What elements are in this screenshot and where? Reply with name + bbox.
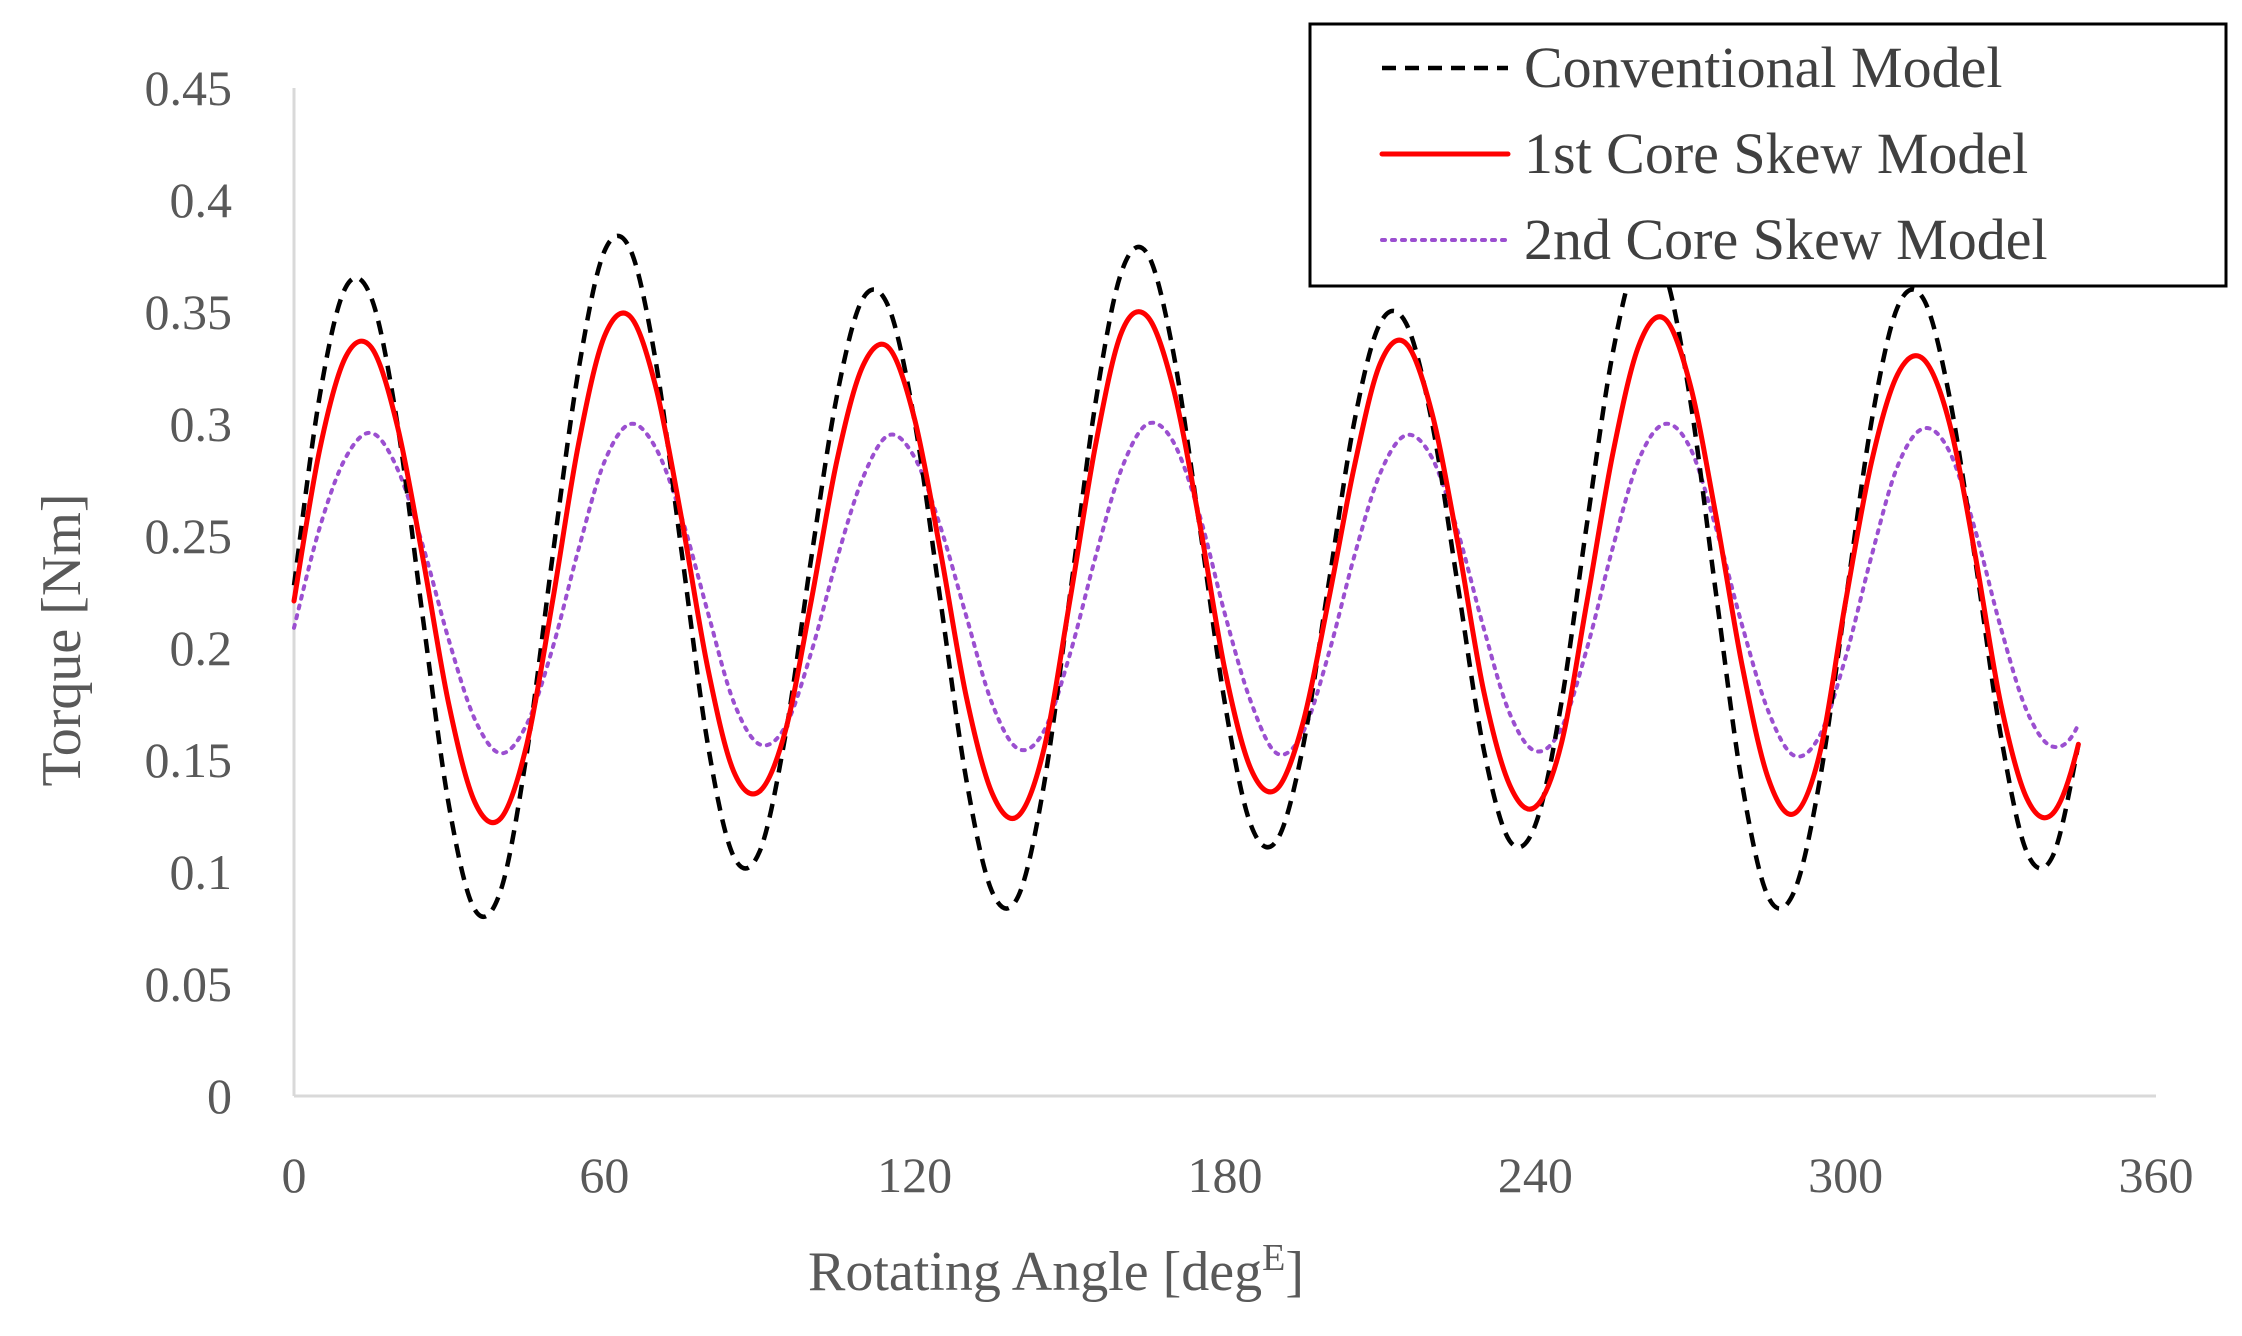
x-tick-label: 360	[2119, 1147, 2194, 1203]
legend-label: Conventional Model	[1524, 35, 2002, 100]
y-axis-title: Torque [Nm]	[31, 493, 93, 786]
y-tick-label: 0.25	[145, 508, 233, 564]
legend-label: 1st Core Skew Model	[1524, 121, 2028, 186]
series-line-1st-core-skew-model	[291, 309, 2081, 825]
y-tick-label: 0.4	[170, 172, 233, 228]
y-axis-tick-labels: 0 0.05 0.1 0.15 0.2 0.25 0.3 0.35 0.4 0.45	[145, 60, 233, 1124]
series-group	[291, 233, 2081, 919]
y-tick-label: 0.35	[145, 284, 233, 340]
x-axis-title-suffix: ]	[1285, 1241, 1304, 1303]
x-tick-label: 0	[282, 1147, 307, 1203]
y-tick-label: 0.15	[145, 732, 233, 788]
y-tick-label: 0.2	[170, 620, 233, 676]
legend-label: 2nd Core Skew Model	[1524, 207, 2048, 272]
y-tick-label: 0	[207, 1068, 232, 1124]
series-line-conventional-model	[291, 233, 2081, 919]
x-axis-title-superscript: E	[1262, 1237, 1285, 1279]
legend: Conventional Model 1st Core Skew Model 2nd…	[1308, 22, 2228, 288]
x-axis-title: Rotating Angle [degE]	[808, 1237, 1304, 1303]
x-tick-label: 300	[1808, 1147, 1883, 1203]
x-tick-label: 60	[579, 1147, 629, 1203]
x-tick-label: 240	[1498, 1147, 1573, 1203]
x-tick-label: 120	[877, 1147, 952, 1203]
y-tick-label: 0.1	[170, 844, 233, 900]
y-tick-label: 0.05	[145, 956, 233, 1012]
x-axis-tick-labels: 0 60 120 180 240 300 360	[282, 1147, 2194, 1203]
y-tick-label: 0.45	[145, 60, 233, 116]
y-tick-label: 0.3	[170, 396, 233, 452]
x-tick-label: 180	[1188, 1147, 1263, 1203]
x-axis-title-main: Rotating Angle [deg	[808, 1241, 1262, 1303]
